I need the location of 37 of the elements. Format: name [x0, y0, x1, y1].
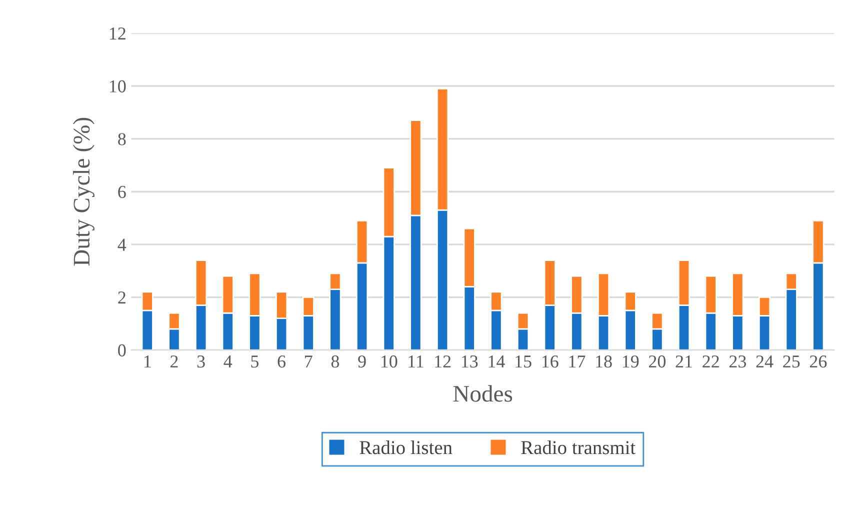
y-tick-label: 4	[118, 238, 126, 251]
legend-label: Radio listen	[360, 440, 452, 454]
x-tick-label: 8	[331, 355, 340, 368]
x-tick-label: 4	[224, 356, 232, 368]
x-tick-label: 1	[144, 356, 151, 368]
x-tick-label: 11	[408, 356, 424, 368]
x-tick-label: 13	[462, 355, 478, 368]
x-tick-label: 26	[810, 355, 827, 368]
x-tick-label: 5	[251, 356, 259, 368]
y-tick-label: 0	[118, 344, 126, 356]
x-tick-label: 22	[702, 355, 719, 368]
x-tick-label: 23	[729, 355, 746, 368]
x-tick-label: 15	[516, 356, 532, 368]
y-tick-label: 2	[118, 292, 126, 304]
x-axis-title: Nodes	[453, 385, 512, 402]
y-axis-title: Duty Cycle (%)	[73, 118, 94, 266]
x-tick-label: 2	[170, 355, 178, 368]
x-tick-label: 21	[676, 355, 692, 368]
x-tick-label: 16	[542, 355, 558, 368]
x-tick-label: 7	[305, 356, 312, 368]
legend-label: Radio transmit	[521, 440, 636, 454]
x-tick-label: 20	[648, 355, 666, 368]
y-tick-label: 8	[118, 133, 126, 146]
x-tick-label: 18	[596, 355, 612, 368]
x-tick-label: 17	[569, 356, 586, 368]
x-tick-label: 3	[197, 355, 205, 368]
x-tick-label: 24	[756, 355, 774, 368]
x-tick-label: 10	[381, 355, 398, 368]
x-tick-label: 25	[783, 355, 800, 368]
y-tick-label: 10	[110, 80, 126, 92]
x-tick-label: 19	[622, 355, 639, 368]
x-tick-label: 9	[358, 355, 366, 368]
y-tick-label: 6	[118, 186, 126, 198]
x-tick-label: 6	[278, 355, 286, 368]
y-tick-label: 12	[110, 28, 126, 40]
x-tick-label: 14	[488, 356, 505, 368]
x-tick-label: 12	[435, 355, 451, 368]
